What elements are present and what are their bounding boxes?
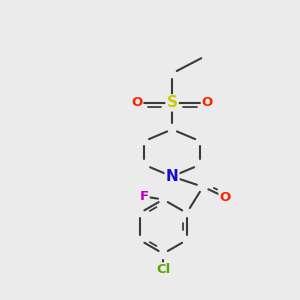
Text: O: O: [202, 96, 213, 110]
Text: N: N: [166, 169, 178, 184]
Text: F: F: [140, 190, 149, 203]
Text: O: O: [131, 96, 142, 110]
Text: S: S: [167, 95, 178, 110]
Text: O: O: [220, 190, 231, 204]
Text: Cl: Cl: [156, 263, 170, 276]
